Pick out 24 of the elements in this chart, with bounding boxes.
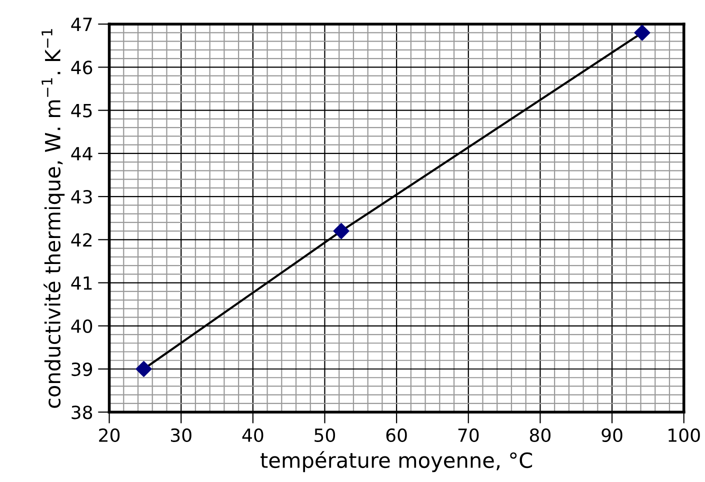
y-tick-label: 42 [71,233,92,247]
x-tick-label: 20 [99,428,120,442]
x-tick-label: 30 [170,428,192,442]
y-tick-label: 43 [71,190,92,204]
x-tick-label: 70 [458,428,479,442]
y-tick-label: 44 [71,147,92,160]
y-tick-label: 45 [71,104,92,118]
x-tick-label: 60 [386,428,407,442]
y-tick-label: 39 [72,362,92,376]
x-tick-label: 100 [668,428,700,442]
point [136,361,152,377]
point [634,24,650,41]
point [333,223,350,240]
y-axis-title: conductivité thermique, W. m$^{−1}$. K$^{−1}$ [42,29,65,408]
x-tick-label: 90 [602,428,622,442]
y-tick-label: 38 [72,406,92,420]
x-axis-title: température moyenne, °C [260,451,532,472]
x-tick-label: 40 [242,428,264,442]
y-tick-label: 47 [71,18,92,31]
y-tick-label: 41 [71,276,92,290]
y-tick-label: 40 [71,319,92,333]
x-tick-label: 50 [314,428,336,442]
x-tick-label: 80 [530,428,550,442]
y-tick-label: 46 [71,60,92,74]
